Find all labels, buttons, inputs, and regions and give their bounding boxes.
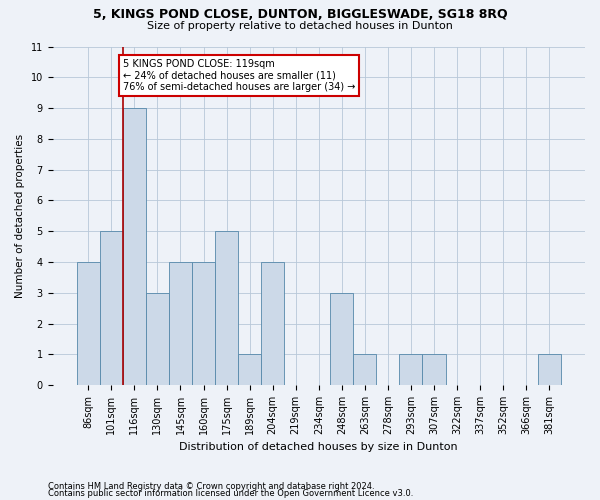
Bar xyxy=(400,354,422,385)
Bar xyxy=(100,231,123,385)
Text: Contains HM Land Registry data © Crown copyright and database right 2024.: Contains HM Land Registry data © Crown c… xyxy=(48,482,374,491)
Bar xyxy=(169,262,192,385)
Bar xyxy=(330,292,353,385)
Bar xyxy=(353,354,376,385)
Bar xyxy=(261,262,284,385)
Bar xyxy=(238,354,261,385)
X-axis label: Distribution of detached houses by size in Dunton: Distribution of detached houses by size … xyxy=(179,442,458,452)
Text: 5 KINGS POND CLOSE: 119sqm
← 24% of detached houses are smaller (11)
76% of semi: 5 KINGS POND CLOSE: 119sqm ← 24% of deta… xyxy=(123,59,355,92)
Bar xyxy=(146,292,169,385)
Text: Contains public sector information licensed under the Open Government Licence v3: Contains public sector information licen… xyxy=(48,490,413,498)
Y-axis label: Number of detached properties: Number of detached properties xyxy=(15,134,25,298)
Bar xyxy=(77,262,100,385)
Bar xyxy=(538,354,561,385)
Bar xyxy=(422,354,446,385)
Text: Size of property relative to detached houses in Dunton: Size of property relative to detached ho… xyxy=(147,21,453,31)
Bar xyxy=(215,231,238,385)
Bar xyxy=(123,108,146,385)
Text: 5, KINGS POND CLOSE, DUNTON, BIGGLESWADE, SG18 8RQ: 5, KINGS POND CLOSE, DUNTON, BIGGLESWADE… xyxy=(92,8,508,20)
Bar xyxy=(192,262,215,385)
